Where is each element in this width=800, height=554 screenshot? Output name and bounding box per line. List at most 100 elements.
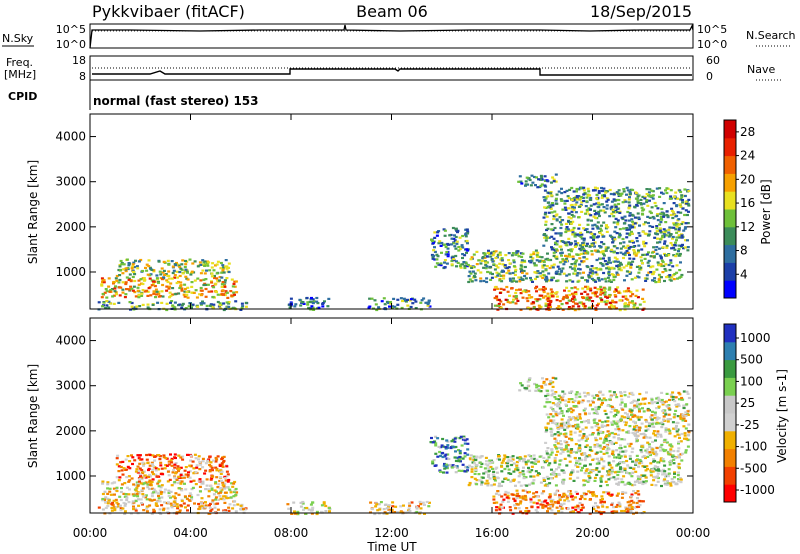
velocity-cell-7 bbox=[666, 482, 670, 485]
power-cell-8 bbox=[687, 204, 691, 207]
power-cell-8 bbox=[618, 228, 622, 231]
power-cell-7 bbox=[627, 270, 631, 273]
velocity-cell-8 bbox=[664, 400, 668, 403]
velocity-cell-7 bbox=[503, 454, 507, 457]
velocity-cell-8 bbox=[687, 396, 691, 400]
power-cell-3 bbox=[327, 297, 331, 300]
power-cell-5 bbox=[453, 245, 457, 248]
power-cell-8 bbox=[609, 208, 613, 211]
velocity-cell-7 bbox=[572, 479, 576, 482]
power-cell-4 bbox=[396, 303, 400, 306]
power-cell-6 bbox=[540, 294, 544, 297]
power-cell-7 bbox=[649, 266, 653, 269]
velocity-cell-0 bbox=[158, 508, 162, 511]
velocity-cell-8 bbox=[686, 392, 690, 395]
power-cell-8 bbox=[578, 223, 582, 226]
velocity-cell-5 bbox=[463, 455, 467, 458]
velocity-cell-0 bbox=[154, 504, 158, 507]
power-cell-6 bbox=[557, 305, 561, 308]
velocity-cell-7 bbox=[659, 457, 663, 460]
velocity-cell-7 bbox=[634, 470, 638, 473]
velocity-cell-8 bbox=[571, 409, 575, 412]
velocity-cell-8 bbox=[651, 421, 655, 424]
velocity-cell-6 bbox=[514, 507, 518, 510]
power-cell-8 bbox=[672, 223, 676, 226]
velocity-cell-2 bbox=[174, 472, 178, 475]
velocity-cell-8 bbox=[619, 444, 622, 447]
power-cell-7 bbox=[505, 266, 509, 270]
velocity-cell-6 bbox=[606, 492, 610, 495]
power-cell-4 bbox=[399, 297, 403, 300]
power-colorbar-swatch-5 bbox=[724, 191, 736, 210]
power-cell-8 bbox=[613, 236, 616, 239]
velocity-cell-8 bbox=[630, 413, 633, 416]
velocity-cell-9 bbox=[528, 389, 532, 392]
power-cell-4 bbox=[389, 301, 392, 304]
velocity-cell-1 bbox=[156, 492, 160, 495]
power-cell-6 bbox=[497, 298, 501, 301]
velocity-cell-8 bbox=[636, 406, 640, 409]
velocity-cell-8 bbox=[587, 400, 591, 403]
power-cell-8 bbox=[598, 227, 602, 230]
velocity-cell-7 bbox=[547, 464, 551, 467]
power-cell-8 bbox=[654, 248, 658, 252]
power-cell-5 bbox=[463, 254, 467, 257]
velocity-cell-7 bbox=[596, 457, 599, 460]
power-cell-8 bbox=[615, 247, 619, 250]
velocity-cell-8 bbox=[570, 437, 574, 440]
velocity-cell-6 bbox=[630, 495, 633, 498]
power-cell-2 bbox=[166, 259, 170, 262]
velocity-cell-7 bbox=[550, 468, 553, 471]
velocity-cell-1 bbox=[190, 496, 194, 499]
velocity-cell-1 bbox=[120, 483, 124, 486]
power-cell-8 bbox=[555, 243, 559, 246]
velocity-cell-6 bbox=[621, 492, 625, 495]
power-cell-3 bbox=[294, 303, 298, 306]
power-cell-1 bbox=[210, 290, 214, 293]
velocity-cell-8 bbox=[564, 435, 568, 438]
power-cell-6 bbox=[604, 301, 608, 304]
power-cell-5 bbox=[443, 229, 447, 232]
power-cell-7 bbox=[496, 266, 500, 269]
velocity-cell-8 bbox=[683, 437, 686, 440]
power-cell-7 bbox=[482, 266, 486, 269]
power-cell-8 bbox=[625, 193, 628, 196]
power-cell-7 bbox=[634, 254, 638, 257]
velocity-cell-4 bbox=[423, 503, 426, 506]
power-cell-7 bbox=[541, 266, 545, 269]
power-cell-8 bbox=[581, 242, 585, 245]
velocity-cell-2 bbox=[131, 456, 135, 459]
velocity-cell-1 bbox=[135, 481, 139, 484]
velocity-cell-8 bbox=[664, 413, 668, 416]
power-cell-1 bbox=[121, 288, 125, 291]
velocity-cell-1 bbox=[207, 488, 210, 491]
velocity-cell-7 bbox=[475, 483, 479, 486]
power-cell-7 bbox=[663, 267, 667, 271]
velocity-cell-8 bbox=[608, 433, 612, 436]
velocity-cell-7 bbox=[504, 455, 508, 458]
velocity-cell-7 bbox=[615, 464, 619, 467]
power-cell-8 bbox=[605, 204, 609, 207]
velocity-cell-8 bbox=[555, 414, 559, 417]
velocity-cell-8 bbox=[581, 428, 585, 431]
power-cell-8 bbox=[610, 205, 614, 208]
power-cell-3 bbox=[312, 300, 316, 303]
power-cell-8 bbox=[551, 202, 554, 205]
velocity-cell-8 bbox=[642, 432, 646, 435]
velocity-cell-7 bbox=[530, 461, 534, 464]
power-cell-8 bbox=[612, 215, 616, 218]
velocity-cell-8 bbox=[657, 398, 661, 401]
velocity-cell-8 bbox=[652, 452, 656, 455]
velocity-cell-6 bbox=[548, 507, 552, 510]
power-cell-7 bbox=[498, 262, 502, 265]
velocity-cell-2 bbox=[208, 470, 212, 473]
velocity-cell-4 bbox=[427, 505, 431, 508]
velocity-cell-2 bbox=[117, 465, 121, 468]
power-cell-6 bbox=[612, 307, 616, 310]
power-cell-8 bbox=[677, 223, 681, 226]
velocity-cell-8 bbox=[560, 409, 564, 413]
power-cell-8 bbox=[681, 201, 685, 204]
velocity-cell-1 bbox=[134, 492, 138, 495]
power-cell-6 bbox=[603, 287, 607, 290]
power-cell-9 bbox=[524, 183, 528, 186]
